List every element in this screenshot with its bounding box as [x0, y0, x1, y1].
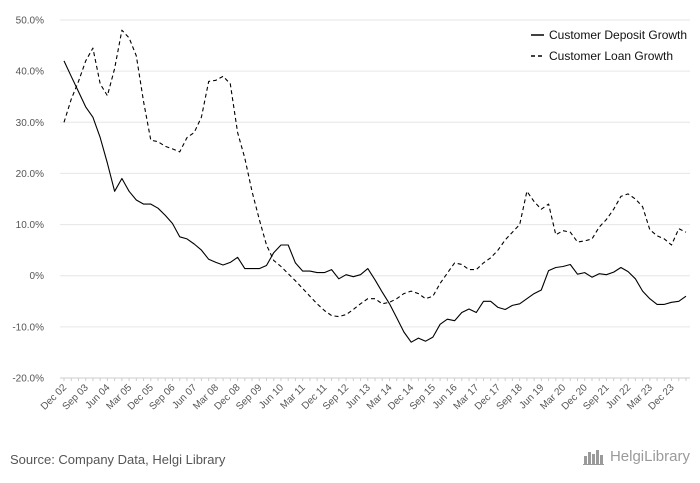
y-tick-label: 50.0%	[16, 16, 44, 27]
legend-label: Customer Deposit Growth	[549, 28, 687, 42]
line-chart: 50.0%40.0%30.0%20.0%10.0%0%-10.0%-20.0% …	[12, 16, 690, 413]
customer-deposit-growth-line	[63, 60, 687, 343]
source-note: Source: Company Data, Helgi Library	[10, 452, 226, 467]
y-tick-label: -10.0%	[12, 322, 44, 333]
customer-loan-growth-line	[63, 29, 687, 318]
y-tick-label: 0%	[30, 271, 45, 282]
brand-logo: HelgiLibrary	[582, 448, 690, 465]
series-lines	[63, 29, 687, 343]
y-tick-label: 40.0%	[16, 67, 44, 78]
legend: Customer Deposit Growth Customer Loan Gro…	[531, 28, 687, 63]
y-axis-ticks: 50.0% 40.0% 30.0% 20.0% 10.0% 0% -10.0% -20.0%	[12, 16, 44, 385]
y-tick-label: 10.0%	[16, 220, 44, 231]
y-tick-label: 30.0%	[16, 118, 44, 129]
y-tick-label: -20.0%	[12, 374, 44, 385]
city-skyline-icon	[582, 449, 604, 465]
footer: Source: Company Data, Helgi Library Helg…	[0, 432, 700, 483]
y-tick-label: 20.0%	[16, 169, 44, 180]
legend-label: Customer Loan Growth	[549, 49, 673, 63]
brand-name: HelgiLibrary	[609, 448, 690, 465]
grid-lines	[60, 19, 690, 379]
